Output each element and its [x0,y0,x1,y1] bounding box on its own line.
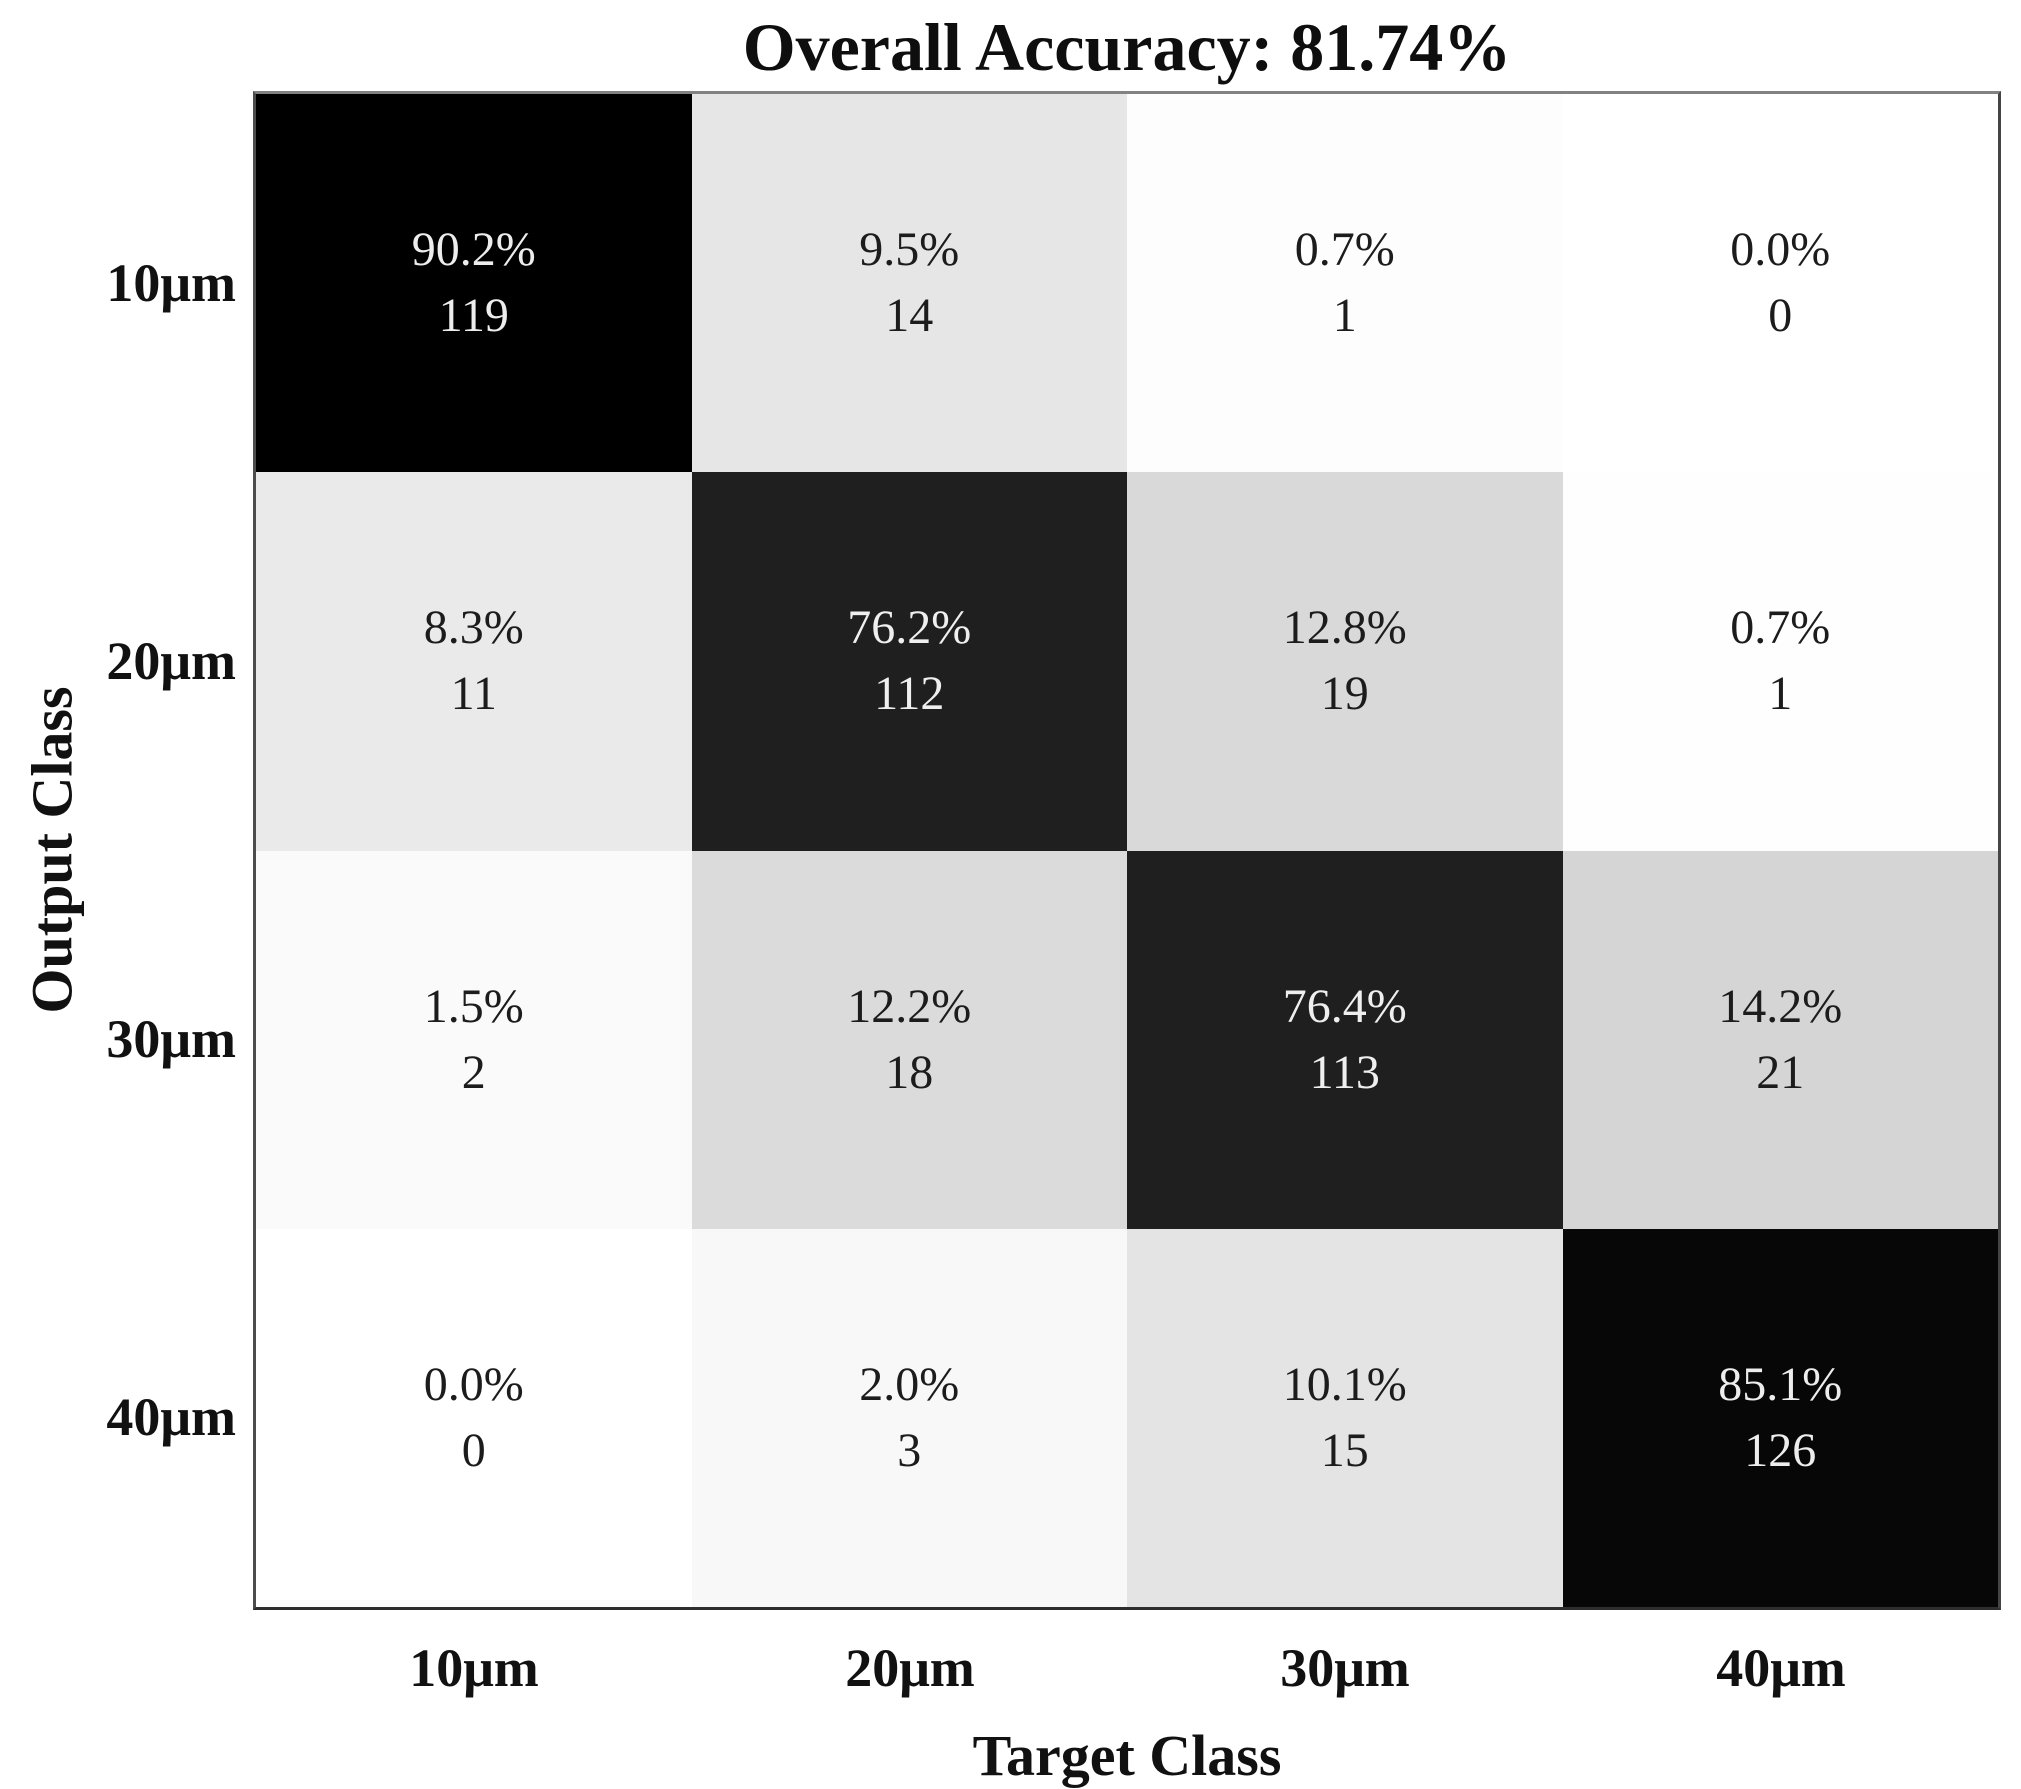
cell-count: 18 [885,1045,934,1099]
matrix-cell-r0c0: 90.2% 119 [256,94,692,473]
cell-percentage: 0.0% [1730,223,1831,277]
matrix-cell-r3c3: 85.1% 126 [1562,1228,1998,1607]
matrix-cell-r0c2: 0.7% 1 [1127,94,1563,473]
cell-percentage: 8.3% [423,601,524,655]
y-tick-10um: 10μm [106,253,236,313]
cell-percentage: 10.1% [1282,1357,1407,1411]
cell-count: 2 [461,1045,486,1099]
cell-percentage: 76.4% [1282,979,1407,1033]
matrix-cell-r1c2: 12.8% 19 [1127,472,1563,851]
x-axis-label: Target Class [972,1723,1282,1788]
matrix-cell-r2c1: 12.2% 18 [691,850,1127,1229]
matrix-grid: 90.2% 119 9.5% 14 0.7% 1 0.0% 0 8.3% 11 … [256,94,1998,1607]
matrix-cell-r2c2: 76.4% 113 [1127,850,1563,1229]
matrix-cell-r0c3: 0.0% 0 [1562,94,1998,473]
cell-count: 19 [1320,667,1369,721]
cell-percentage: 9.5% [859,223,960,277]
cell-count: 1 [1332,289,1357,343]
cell-count: 14 [885,289,934,343]
cell-count: 15 [1320,1423,1369,1477]
x-tick-30um: 30μm [1280,1638,1410,1698]
matrix-cell-r3c2: 10.1% 15 [1127,1228,1563,1607]
cell-count: 21 [1756,1045,1805,1099]
cell-percentage: 14.2% [1718,979,1843,1033]
y-tick-20um: 20μm [106,631,236,691]
cell-percentage: 2.0% [859,1357,960,1411]
cell-percentage: 1.5% [423,979,524,1033]
x-tick-10um: 10μm [409,1638,539,1698]
matrix-cell-r1c3: 0.7% 1 [1562,472,1998,851]
matrix-cell-r1c0: 8.3% 11 [256,472,692,851]
cell-count: 1 [1768,667,1793,721]
cell-count: 119 [438,289,509,343]
y-tick-40um: 40μm [106,1387,236,1447]
cell-percentage: 0.0% [423,1357,524,1411]
x-tick-40um: 40μm [1716,1638,1846,1698]
cell-percentage: 76.2% [847,601,972,655]
cell-percentage: 0.7% [1294,223,1395,277]
cell-count: 0 [461,1423,486,1477]
cell-count: 126 [1744,1423,1817,1477]
cell-count: 112 [874,667,945,721]
cell-percentage: 0.7% [1730,601,1831,655]
y-axis-label: Output Class [19,686,85,1014]
matrix-plot-area: 90.2% 119 9.5% 14 0.7% 1 0.0% 0 8.3% 11 … [253,91,2001,1610]
matrix-cell-r3c0: 0.0% 0 [256,1228,692,1607]
cell-percentage: 12.2% [847,979,972,1033]
matrix-cell-r3c1: 2.0% 3 [691,1228,1127,1607]
matrix-cell-r2c3: 14.2% 21 [1562,850,1998,1229]
figure-title: Overall Accuracy: 81.74% [742,9,1512,85]
x-tick-20um: 20μm [845,1638,975,1698]
cell-percentage: 85.1% [1718,1357,1843,1411]
cell-count: 113 [1309,1045,1380,1099]
cell-percentage: 90.2% [411,223,536,277]
cell-count: 0 [1768,289,1793,343]
matrix-cell-r2c0: 1.5% 2 [256,850,692,1229]
cell-count: 11 [450,667,497,721]
y-tick-30um: 30μm [106,1009,236,1069]
cell-percentage: 12.8% [1282,601,1407,655]
matrix-cell-r0c1: 9.5% 14 [691,94,1127,473]
cell-count: 3 [897,1423,922,1477]
matrix-cell-r1c1: 76.2% 112 [691,472,1127,851]
